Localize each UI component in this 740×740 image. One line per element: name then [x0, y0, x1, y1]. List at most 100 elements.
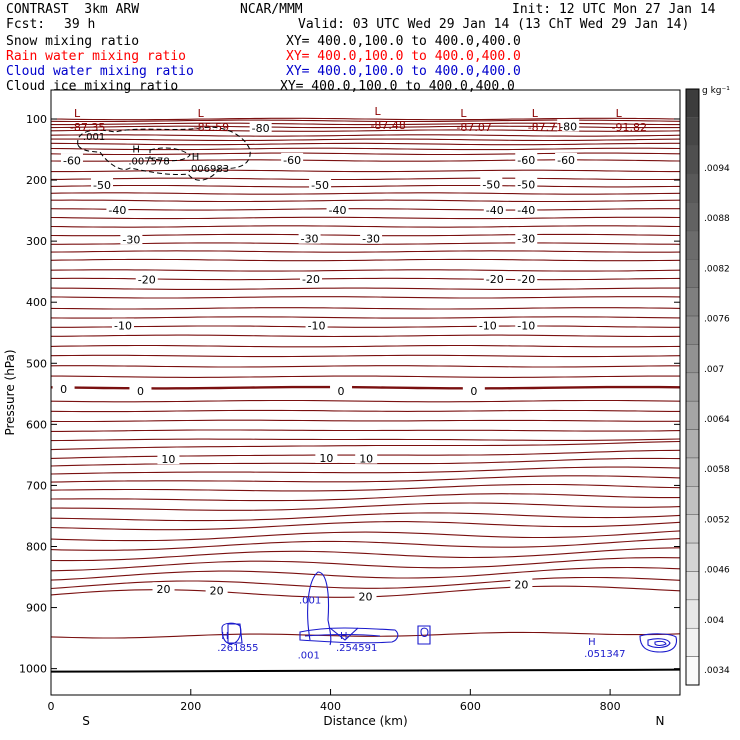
valid-time: Valid: 03 UTC Wed 29 Jan 14 (13 ChT Wed … [298, 17, 690, 32]
cloud-water-max-marker: H [340, 631, 348, 642]
temperature-label: -30 [517, 233, 535, 246]
label-background [249, 121, 272, 134]
temperature-contour [50, 316, 681, 319]
label-background [515, 231, 538, 244]
x-tick-label: 0 [48, 700, 55, 713]
temperature-label: -30 [362, 233, 380, 246]
field-cloud-water-xy: XY= 400.0,100.0 to 400.0,400.0 [286, 64, 521, 79]
temperature-contour [50, 344, 681, 348]
forecast-label: Fcst: [6, 17, 46, 32]
contour-labels: -80 -80-60 -60 -60 -60-50 -50 -50 -50-40 -40 -40-… [52, 105, 647, 661]
colorbar-box [685, 145, 700, 175]
temperature-label: -50 [482, 178, 500, 191]
colorbar-label: .007 [704, 365, 724, 375]
cloud-water-contour [221, 622, 242, 645]
y-tick-label: 400 [26, 296, 47, 309]
label-background [305, 318, 328, 331]
temperature-label: -60 [63, 155, 81, 168]
field-rain-name: Rain water mixing ratio [6, 49, 187, 64]
temperature-label: -60 [517, 154, 535, 167]
temperature-label: 10 [161, 453, 175, 466]
x-tick-label: 600 [460, 700, 481, 713]
ice-max-marker: H [132, 145, 140, 156]
colorbar-box [685, 202, 700, 232]
label-background [106, 202, 129, 215]
temperature-contour [51, 199, 681, 203]
colorbar-box [685, 571, 700, 601]
label-background [557, 119, 580, 132]
temperature-contour [50, 208, 680, 211]
label-background [135, 272, 158, 285]
forecast-hours: 39 h [64, 17, 96, 32]
y-tick-label: 700 [26, 479, 47, 492]
temperature-contour [50, 250, 681, 253]
temperature-label: 0 [137, 385, 144, 398]
cloud-water-contour [654, 640, 667, 647]
plot-border [50, 89, 681, 696]
y-tick-label: 800 [26, 540, 47, 553]
temperature-contour [51, 375, 680, 378]
cloud-water-contour [307, 571, 332, 646]
colorbar-box [685, 656, 700, 686]
model-title: CONTRAST 3km ARW [6, 2, 140, 17]
low-center-value: -85.59 [194, 121, 229, 134]
colorbar-box [685, 259, 700, 288]
temperature-contour [50, 483, 681, 492]
ice-value-label: .007578 [128, 157, 169, 168]
label-background [354, 589, 377, 602]
y-tick-label: 1000 [19, 663, 47, 676]
temperature-contour [50, 557, 681, 572]
temperature-contour [50, 184, 681, 188]
temperature-label: -50 [517, 178, 535, 191]
temperature-contour [50, 147, 681, 151]
low-center-marker: L [74, 107, 81, 120]
temperature-contour [50, 419, 680, 423]
low-center-marker: L [532, 107, 539, 120]
temperature-contour [50, 409, 680, 413]
label-background [515, 152, 538, 165]
temperature-label: -60 [557, 154, 575, 167]
y-axis-label: Pressure (hPa) [3, 349, 17, 435]
right-endpoint-label: N [656, 714, 665, 728]
label-background [315, 450, 338, 463]
plot-frame [50, 89, 681, 696]
temperature-contour [50, 296, 681, 299]
colorbar-label: .0064 [704, 415, 730, 425]
label-background [483, 202, 506, 215]
label-background [91, 177, 114, 190]
temperature-contour [50, 521, 681, 531]
y-tick-label: 200 [26, 174, 47, 187]
low-center-marker: L [374, 105, 381, 118]
label-background [515, 272, 538, 285]
surface-line [50, 668, 681, 673]
temperature-contour [50, 457, 681, 467]
colorbar-label: .0088 [704, 214, 730, 224]
colorbar-box [685, 230, 700, 260]
label-background [120, 232, 143, 245]
temperature-contour [50, 438, 681, 442]
temperature-label: -50 [311, 179, 329, 192]
label-background [462, 383, 485, 396]
temperature-contour [50, 192, 681, 195]
colorbar-border [685, 88, 700, 686]
colorbar-label: .0046 [704, 566, 730, 576]
temperature-contour [50, 493, 680, 502]
temperature-label: -10 [517, 319, 535, 332]
low-center-value: -87.35 [70, 121, 105, 134]
colorbar-label: .0094 [704, 164, 730, 174]
cloud-water-value-label: .254591 [336, 643, 377, 654]
colorbar-box [685, 315, 700, 345]
label-background [360, 231, 383, 244]
cloud-ice-contour [77, 126, 251, 181]
low-center-marker: L [198, 107, 205, 120]
x-axis-label: Distance (km) [323, 714, 407, 728]
colorbar-box [685, 627, 700, 657]
label-background [515, 177, 538, 190]
label-background [111, 318, 134, 331]
temperature-contour [50, 512, 681, 522]
cloud-water-value-label: .001 [299, 595, 321, 606]
label-background [52, 381, 75, 394]
temperature-label: 10 [319, 452, 333, 465]
colorbar-box [685, 429, 700, 459]
